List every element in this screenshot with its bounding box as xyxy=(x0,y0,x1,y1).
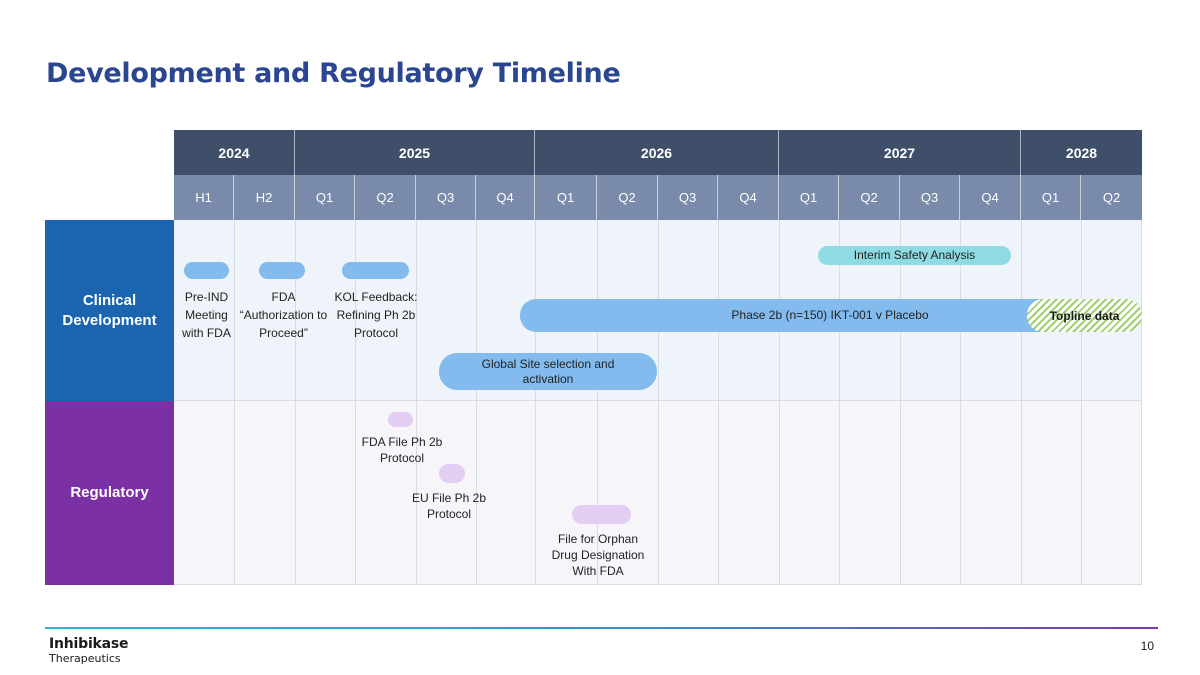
grid-divider xyxy=(839,220,840,585)
year-header-2027: 2027 xyxy=(779,130,1021,175)
kol-feedback-milestone-label: KOL Feedback: Refining Ph 2b Protocol xyxy=(334,290,418,340)
eu-file-ph2b-milestone-label: EU File Ph 2b Protocol xyxy=(411,491,487,521)
grid-divider xyxy=(718,220,719,585)
grid-divider xyxy=(779,220,780,585)
eu-file-ph2b-milestone-bar xyxy=(439,464,465,483)
fda-file-ph2b-milestone-bar xyxy=(388,412,413,427)
grid-divider xyxy=(1021,220,1022,585)
period-header: Q2 xyxy=(597,175,658,220)
grid-divider xyxy=(476,220,477,585)
footer-divider xyxy=(45,627,1158,629)
row-label-text: Clinical Development xyxy=(62,291,157,329)
row-label-clinical-development: Clinical Development xyxy=(45,220,174,401)
company-logo: Inhibikase Therapeutics xyxy=(49,636,129,666)
period-header: H2 xyxy=(234,175,295,220)
global-site-selection-label: Global Site selection and activation xyxy=(481,356,615,386)
year-header-2024: 2024 xyxy=(174,130,295,175)
period-header: Q2 xyxy=(355,175,416,220)
period-header: Q1 xyxy=(535,175,597,220)
grid-divider xyxy=(535,220,536,585)
period-header: H1 xyxy=(174,175,234,220)
period-header: Q3 xyxy=(658,175,718,220)
grid-divider xyxy=(295,220,296,585)
row-label-text: Regulatory xyxy=(70,484,149,501)
year-header-2028: 2028 xyxy=(1021,130,1142,175)
year-header-2026: 2026 xyxy=(535,130,779,175)
kol-feedback-milestone-bar xyxy=(342,262,409,279)
orphan-drug-designation-milestone-label: File for Orphan Drug Designation With FD… xyxy=(551,532,645,578)
interim-safety-analysis-label: Interim Safety Analysis xyxy=(853,248,976,262)
grid-divider xyxy=(900,220,901,585)
grid-divider xyxy=(416,220,417,585)
pre-ind-milestone-bar xyxy=(184,262,229,279)
phase-2b-trial-label: Phase 2b (n=150) IKT-001 v Placebo xyxy=(731,308,929,322)
grid-divider xyxy=(1081,220,1082,585)
period-header: Q3 xyxy=(900,175,960,220)
period-header: Q1 xyxy=(295,175,355,220)
topline-data-label: Topline data xyxy=(1049,308,1120,323)
row-divider xyxy=(174,584,1142,585)
period-header: Q4 xyxy=(960,175,1021,220)
grid-divider xyxy=(234,220,235,585)
period-header: Q4 xyxy=(718,175,779,220)
row-label-regulatory: Regulatory xyxy=(45,401,174,585)
page-number: 10 xyxy=(1140,639,1154,653)
grid-divider xyxy=(960,220,961,585)
period-header: Q1 xyxy=(779,175,839,220)
interim-safety-analysis-bar xyxy=(818,246,1011,265)
company-name-line1: Inhibikase xyxy=(49,636,129,652)
orphan-drug-designation-milestone-bar xyxy=(572,505,631,524)
fda-authorization-milestone-label: FDA “Authorization to Proceed” xyxy=(239,290,328,340)
pre-ind-milestone-label: Pre-IND Meeting with FDA xyxy=(182,290,231,340)
period-header: Q3 xyxy=(416,175,476,220)
grid-divider xyxy=(658,220,659,585)
row-divider xyxy=(174,400,1142,401)
grid-divider xyxy=(1141,220,1142,585)
period-header: Q4 xyxy=(476,175,535,220)
period-header: Q1 xyxy=(1021,175,1081,220)
topline-data-milestone: Topline data xyxy=(1027,299,1142,332)
slide-title: Development and Regulatory Timeline xyxy=(46,58,621,89)
fda-authorization-milestone-bar xyxy=(259,262,305,279)
grid-divider xyxy=(597,220,598,585)
fda-file-ph2b-milestone-label: FDA File Ph 2b Protocol xyxy=(361,435,443,465)
period-header: Q2 xyxy=(839,175,900,220)
company-name-line2: Therapeutics xyxy=(49,652,121,665)
grid-divider xyxy=(355,220,356,585)
phase-2b-trial-bar xyxy=(520,299,1080,332)
year-header-2025: 2025 xyxy=(295,130,535,175)
period-header: Q2 xyxy=(1081,175,1142,220)
global-site-selection-bar xyxy=(439,353,657,390)
